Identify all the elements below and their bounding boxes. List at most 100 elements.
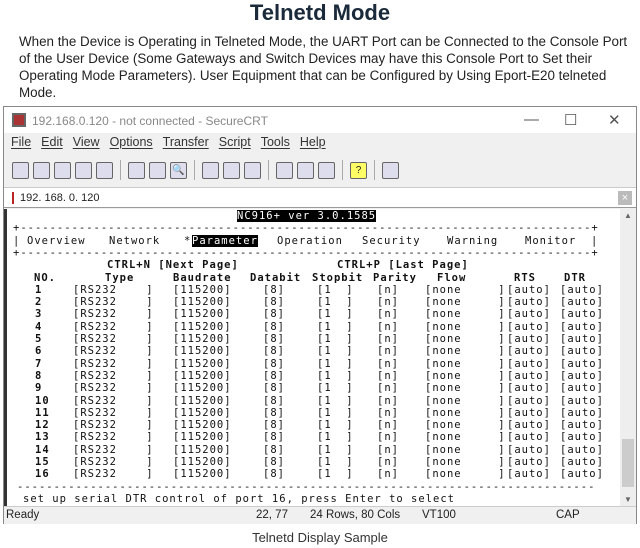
table-cell[interactable]: [115200] (173, 333, 232, 345)
terminal-screen[interactable]: NC916+ ver 3.0.1585 +--------------------… (4, 209, 620, 506)
table-cell[interactable]: [8] (263, 320, 285, 333)
table-cell[interactable]: [none ] (425, 431, 506, 444)
table-cell[interactable]: [auto] (560, 382, 604, 395)
table-cell[interactable]: [RS232 ] (73, 456, 154, 468)
table-cell[interactable]: [1 ] (317, 320, 354, 333)
table-cell[interactable]: [RS232 ] (73, 357, 154, 370)
table-cell[interactable]: [1 ] (317, 456, 354, 468)
quick-connect-icon[interactable] (33, 161, 50, 179)
table-cell[interactable]: [n] (377, 333, 399, 345)
table-cell[interactable]: [115200] (173, 468, 232, 481)
menu-file[interactable]: File (11, 135, 32, 149)
table-cell[interactable]: [115200] (173, 308, 232, 321)
table-cell[interactable]: [RS232 ] (73, 419, 154, 432)
table-cell[interactable]: [n] (377, 419, 399, 432)
table-cell[interactable]: [8] (263, 283, 285, 296)
table-cell[interactable]: [RS232 ] (73, 369, 154, 382)
close-button[interactable]: ✕ (608, 112, 621, 129)
table-cell[interactable]: [auto] (507, 320, 551, 333)
table-cell[interactable]: [n] (377, 456, 399, 468)
table-cell[interactable]: [n] (377, 283, 399, 296)
table-cell[interactable]: [auto] (507, 468, 551, 481)
table-cell[interactable]: [1 ] (317, 357, 354, 370)
connect-tab-icon[interactable] (54, 161, 71, 179)
table-cell[interactable]: [115200] (173, 345, 232, 358)
table-cell[interactable]: [auto] (560, 296, 604, 309)
table-cell[interactable]: [auto] (507, 456, 551, 468)
tab-overview[interactable]: Overview (27, 234, 86, 247)
table-cell[interactable]: [8] (263, 419, 285, 432)
table-cell[interactable]: [n] (377, 308, 399, 321)
menu-help[interactable]: Help (299, 135, 326, 149)
table-cell[interactable]: [115200] (173, 382, 232, 395)
table-cell[interactable]: [none ] (425, 333, 506, 345)
tab-network[interactable]: Network (109, 234, 161, 247)
table-cell[interactable]: [none ] (425, 369, 506, 382)
table-cell[interactable]: [none ] (425, 357, 506, 370)
maximize-button[interactable]: ☐ (564, 112, 578, 129)
table-cell[interactable]: [auto] (560, 369, 604, 382)
menu-script[interactable]: Script (218, 135, 251, 149)
table-cell[interactable]: [auto] (560, 443, 604, 456)
table-cell[interactable]: [1 ] (317, 369, 354, 382)
table-cell[interactable]: [RS232 ] (73, 382, 154, 395)
table-cell[interactable]: [auto] (560, 406, 604, 419)
table-cell[interactable]: [auto] (507, 443, 551, 456)
vertical-scrollbar[interactable]: ▲ ▼ (620, 209, 636, 506)
table-cell[interactable]: [none ] (425, 308, 506, 321)
table-cell[interactable]: [1 ] (317, 345, 354, 358)
table-cell[interactable]: [RS232 ] (73, 308, 154, 321)
table-cell[interactable]: [8] (263, 406, 285, 419)
table-cell[interactable]: [RS232 ] (73, 468, 154, 481)
table-cell[interactable]: [RS232 ] (73, 443, 154, 456)
disconnect-icon[interactable] (96, 161, 113, 179)
table-cell[interactable]: [auto] (507, 406, 551, 419)
global-options-icon[interactable] (297, 161, 314, 179)
table-cell[interactable]: [8] (263, 394, 285, 407)
table-cell[interactable]: [none ] (425, 456, 506, 468)
minimize-button[interactable]: — (524, 111, 539, 128)
table-cell[interactable]: [8] (263, 431, 285, 444)
table-cell[interactable]: [none ] (425, 345, 506, 358)
find-icon[interactable]: 🔍 (170, 161, 187, 179)
table-cell[interactable]: [auto] (560, 431, 604, 444)
table-cell[interactable]: [115200] (173, 419, 232, 432)
table-cell[interactable]: [1 ] (317, 283, 354, 296)
help-icon[interactable]: ? (350, 161, 367, 179)
menu-options[interactable]: Options (109, 135, 153, 149)
table-cell[interactable]: [none ] (425, 406, 506, 419)
copy-icon[interactable] (128, 161, 145, 179)
table-cell[interactable]: [n] (377, 431, 399, 444)
table-cell[interactable]: [n] (377, 369, 399, 382)
close-tab-icon[interactable]: × (618, 191, 632, 205)
table-cell[interactable]: [n] (377, 443, 399, 456)
session-tab[interactable]: 192. 168. 0. 120 (12, 192, 100, 204)
table-cell[interactable]: [RS232 ] (73, 406, 154, 419)
table-cell[interactable]: [auto] (560, 320, 604, 333)
table-cell[interactable]: [8] (263, 345, 285, 358)
tab-monitor[interactable]: Monitor (525, 234, 577, 247)
table-cell[interactable]: [8] (263, 308, 285, 321)
menu-view[interactable]: View (72, 135, 100, 149)
tab-parameter[interactable]: Parameter (192, 234, 258, 247)
table-cell[interactable]: [auto] (560, 333, 604, 345)
table-cell[interactable]: [115200] (173, 456, 232, 468)
table-cell[interactable]: [1 ] (317, 468, 354, 481)
table-cell[interactable]: [none ] (425, 320, 506, 333)
table-cell[interactable]: [115200] (173, 283, 232, 296)
print-selection-icon[interactable] (223, 161, 240, 179)
sftp-icon[interactable] (382, 161, 399, 179)
table-cell[interactable]: [auto] (507, 345, 551, 358)
table-cell[interactable]: [auto] (507, 369, 551, 382)
table-cell[interactable]: [RS232 ] (73, 283, 154, 296)
menu-tools[interactable]: Tools (260, 135, 290, 149)
table-cell[interactable]: [1 ] (317, 296, 354, 309)
keymap-icon[interactable] (318, 161, 335, 179)
table-cell[interactable]: [auto] (507, 357, 551, 370)
table-cell[interactable]: [1 ] (317, 406, 354, 419)
connect-icon[interactable] (12, 161, 29, 179)
table-cell[interactable]: [n] (377, 296, 399, 309)
table-cell[interactable]: [n] (377, 382, 399, 395)
table-cell[interactable]: [n] (377, 357, 399, 370)
scrollbar-thumb[interactable] (622, 439, 634, 487)
